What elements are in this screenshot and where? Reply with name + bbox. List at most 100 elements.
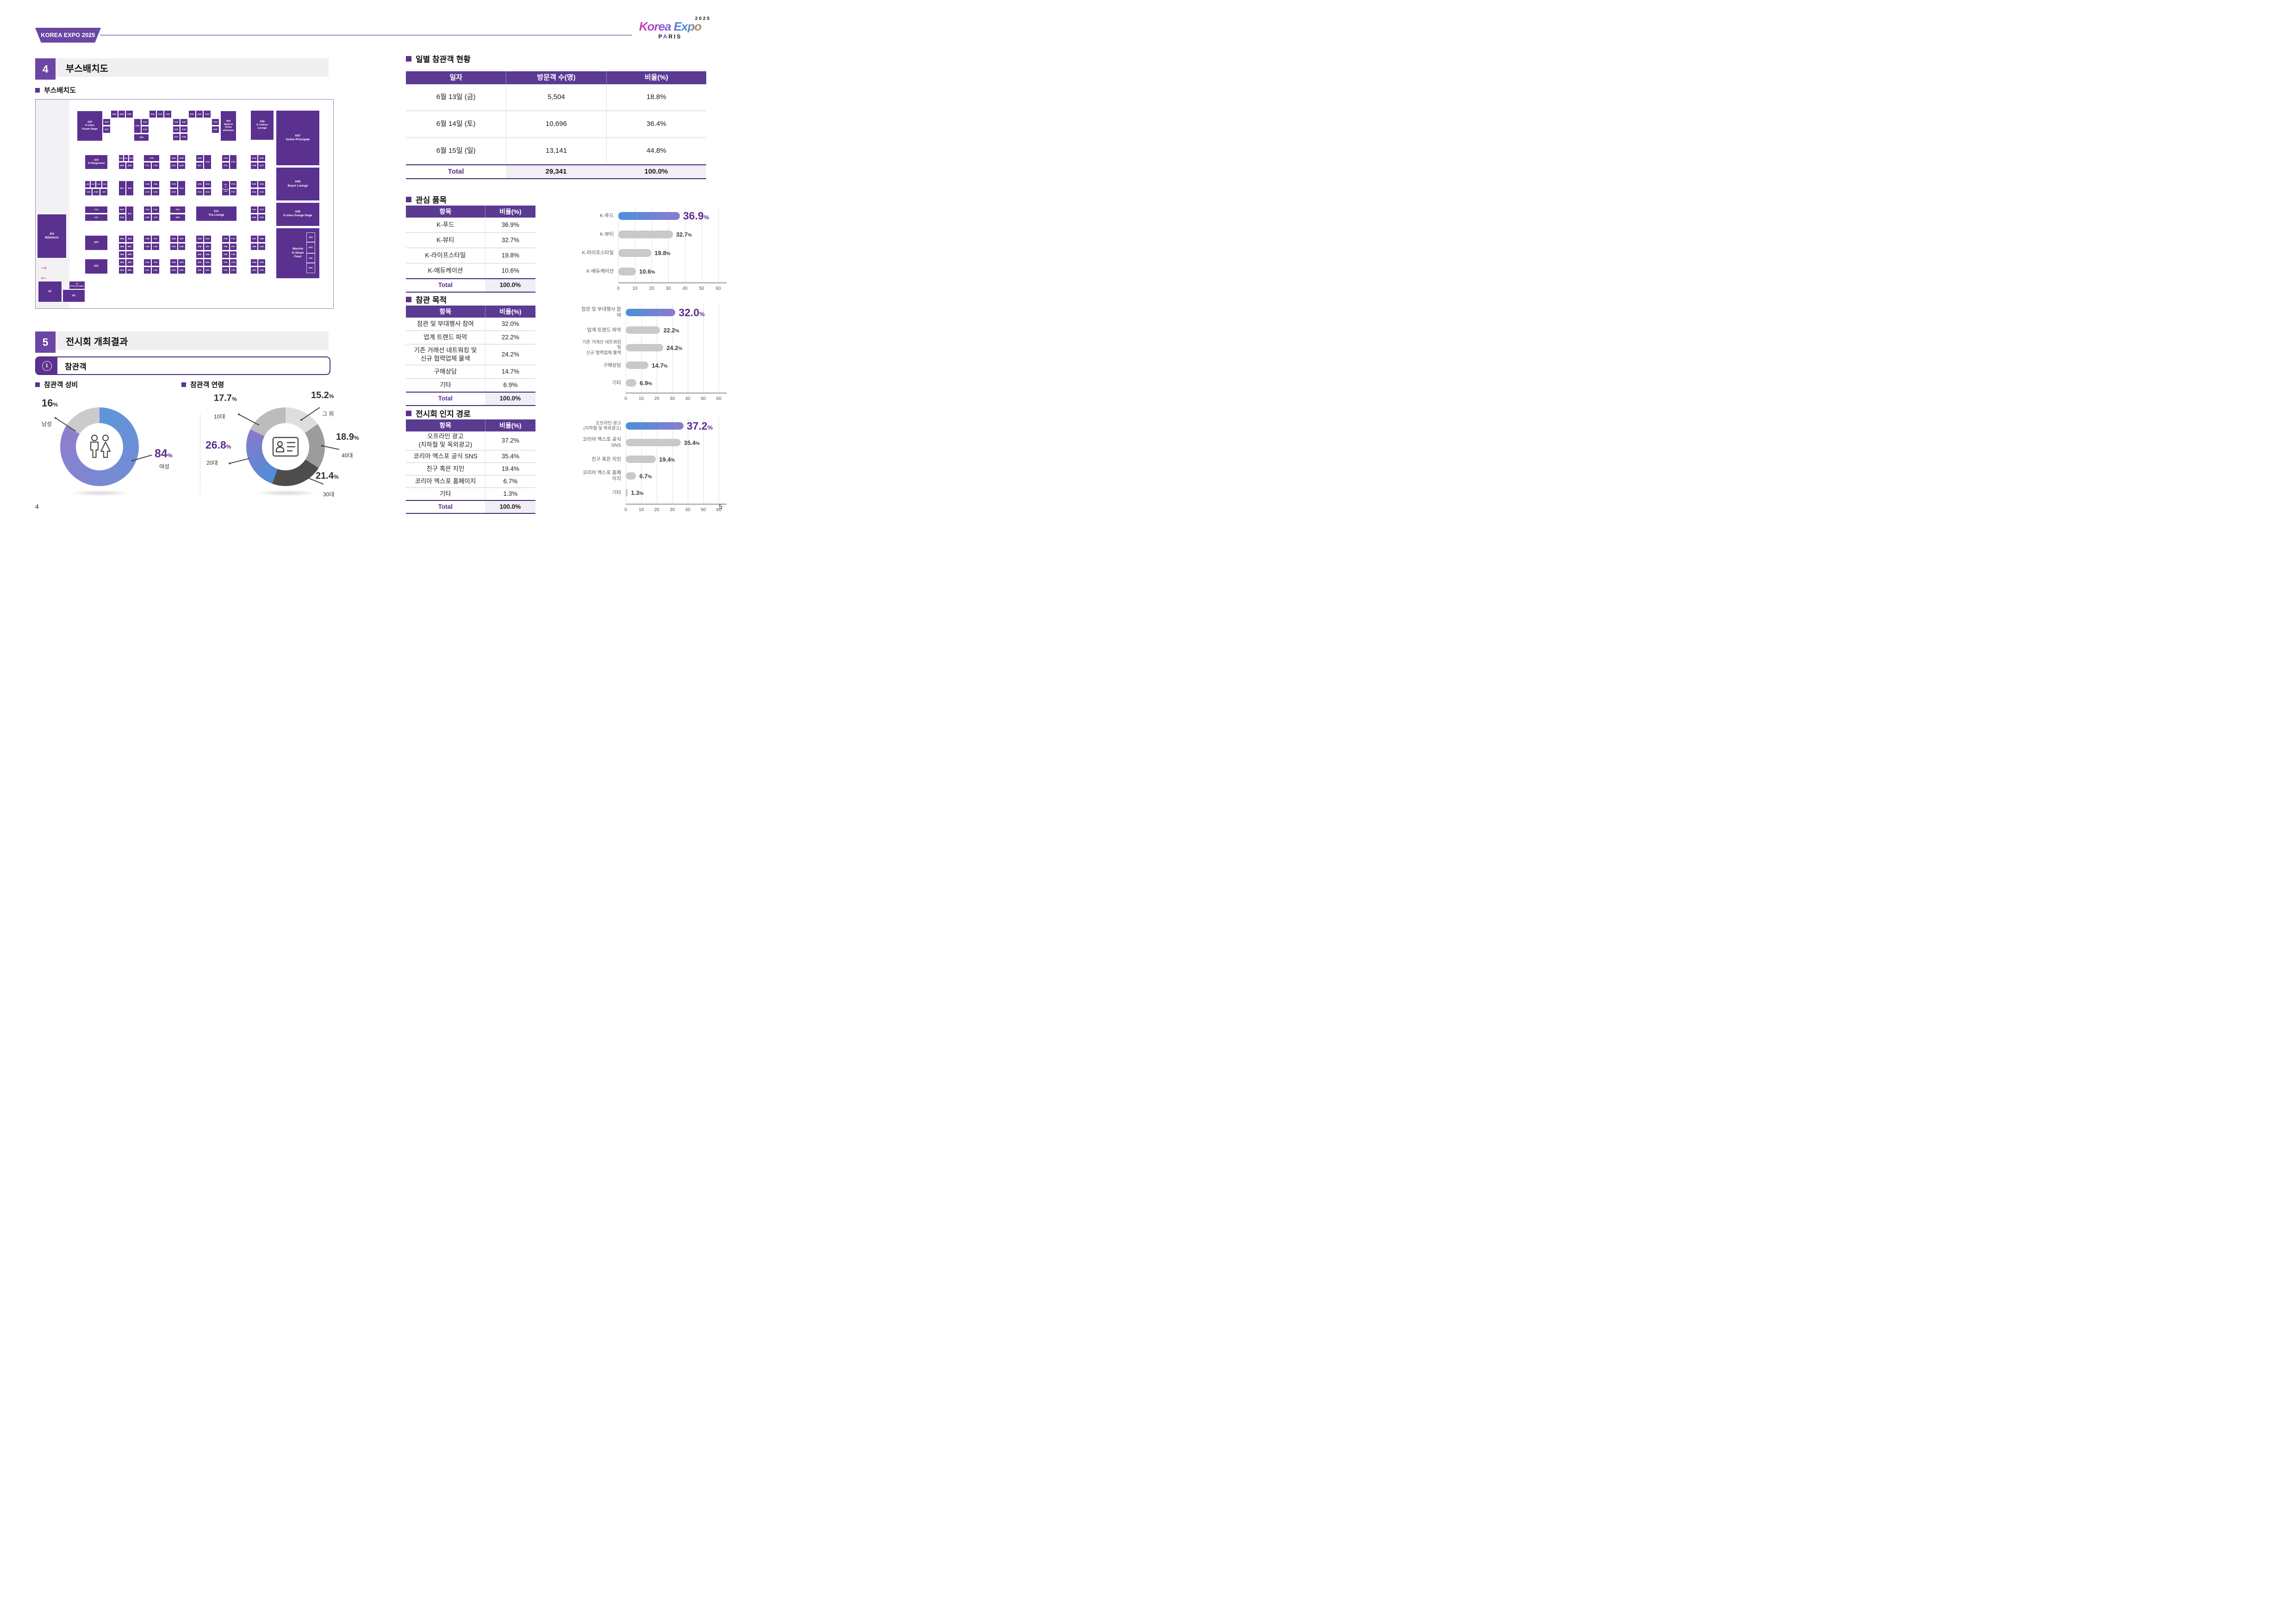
booth-b03: B03 <box>126 259 134 266</box>
awareness-bar-chart: 0 10 20 30 40 50 60 오프라인 광고 (지하철 및 옥외광고) 37.2% 코리… <box>579 418 727 516</box>
booth-d02: D02 <box>178 267 186 274</box>
age20-percent: 26.8% <box>205 439 231 451</box>
booth-g10: G10 <box>250 214 258 221</box>
booth-k04: K04 <box>118 110 125 118</box>
booth-k18: K18 <box>180 133 188 141</box>
age40-label: 40대 <box>342 452 353 459</box>
bar-value-label: 35.4% <box>684 439 700 446</box>
section5-banner: 5 전시회 개최결과 <box>35 331 329 353</box>
table-row: 6월 14일 (토) 10,696 36.4% <box>406 111 706 137</box>
bar-value-label: 6.9% <box>640 379 653 387</box>
booth-b12: B12 <box>118 214 126 221</box>
booth-e20: E20 <box>196 155 204 162</box>
booth-e17: E17 <box>196 162 204 169</box>
gridline <box>672 418 673 504</box>
booth-d17: D17 <box>170 162 178 169</box>
bar-category-label: 친구 혹은 지인 <box>591 456 621 462</box>
bar-value-label: 37.2% <box>686 419 713 432</box>
axis-tick-label: 10 <box>638 396 644 401</box>
booth-c04: C04 <box>143 259 151 266</box>
page-number-right: 5 <box>719 503 722 510</box>
table-header-row: 항목 비율(%) <box>406 206 535 218</box>
booth-h01: H01 <box>306 263 315 273</box>
purpose-bar-chart: 0 10 20 30 40 50 60 참관 및 부대행사 참여 32.0% 업계 트렌드 파악 2… <box>579 304 727 405</box>
booth-f13: F13 <box>230 181 237 188</box>
axis-tick-label: 10 <box>638 507 644 512</box>
booth-g03: G03 <box>258 259 266 266</box>
booth-k03: K03 <box>111 110 118 118</box>
bar <box>626 344 664 351</box>
bar-row: 기타 1.3% <box>579 484 727 501</box>
booth-a11: A11 <box>85 214 108 221</box>
booth-a23: A23 <box>102 181 108 188</box>
bar-category-label: K-뷰티 <box>600 231 614 237</box>
booth-c07: C07 <box>151 235 160 243</box>
booth-d08: D08 <box>170 235 178 243</box>
booth-f16: F16 <box>230 155 237 169</box>
booth-h03: H03 <box>306 242 315 253</box>
logo-city: PARIS <box>658 33 682 40</box>
booth-b15: B15 <box>126 181 134 196</box>
age20-label: 20대 <box>206 460 218 466</box>
interest-section-title: 관심 품목 <box>406 194 447 205</box>
korea-expo-logo: 2025 Korea Expo PARIS <box>628 17 712 40</box>
booth-c09: C09 <box>143 214 151 221</box>
booth-k22: K22 <box>196 110 203 118</box>
booth-h08: H08 K Culture Lounge <box>250 110 274 140</box>
booth-f11: F11 K Beauty Lab <box>222 181 230 196</box>
section5-title: 전시회 개최결과 <box>56 331 329 350</box>
bar-row: 기타 6.9% <box>579 374 727 392</box>
table-row: 참관 및 부대행사 참여 32.0% <box>406 318 535 331</box>
axis-tick-label: 50 <box>701 396 706 401</box>
booth-b11: B11 <box>126 206 134 221</box>
booth-a24: A24 K-Playground <box>85 155 108 169</box>
bullet-square-icon <box>406 296 411 302</box>
section4-title: 부스배치도 <box>56 58 329 77</box>
booth-g12: G12 <box>258 206 266 213</box>
axis-tick-label: 30 <box>666 286 671 291</box>
booth-f06: F06 <box>230 251 237 258</box>
bar-value-label: 6.7% <box>639 472 652 480</box>
bar-row: 오프라인 광고 (지하철 및 옥외광고) 37.2% <box>579 418 727 434</box>
booth-c03: C03 <box>151 259 160 266</box>
axis-tick-label: 40 <box>685 396 691 401</box>
axis-tick-label: 20 <box>654 396 660 401</box>
booth-k25: K25 <box>212 126 219 133</box>
booth-k01: K01 <box>103 126 111 133</box>
bullet-square-icon <box>406 196 411 202</box>
gridline <box>703 418 704 504</box>
booth-k15: K15 <box>173 119 180 125</box>
axis-tick-label: 60 <box>716 396 722 401</box>
section5-number: 5 <box>35 331 56 353</box>
booth-f03: F03 <box>230 259 237 266</box>
table-header-row: 항목 비율(%) <box>406 419 535 431</box>
booth-c01: C01 <box>143 267 151 274</box>
subsection-visitors: 1 참관객 <box>35 356 330 375</box>
axis-tick-label: 20 <box>649 286 654 291</box>
booth-e15: E15 <box>204 181 212 188</box>
page-number-left: 4 <box>35 503 39 510</box>
bar-row: 구매상담 14.7% <box>579 356 727 374</box>
axis-tick-label: 40 <box>682 286 688 291</box>
table-row: 구매상담 14.7% <box>406 365 535 378</box>
booth-c13: C13 <box>143 188 151 196</box>
x-axis-line <box>626 393 727 394</box>
x-axis-line <box>618 282 727 283</box>
table-row: K-에듀케이션 10.6% <box>406 263 535 278</box>
bar-row: K-에듀케이션 10.6% <box>579 262 727 281</box>
leader-line <box>229 458 249 464</box>
bar-category-label: 기타 <box>612 380 621 386</box>
bar-category-label: 코리아 엑스포 공식 SNS <box>582 437 621 448</box>
booth-c02: C02 <box>151 267 160 274</box>
booth-g13: G13 <box>258 188 266 196</box>
gender-donut-chart: 16% 남성 84% 여성 <box>41 390 193 503</box>
age10-percent: 17.7% <box>214 393 237 403</box>
booth-k23: K23 <box>203 110 211 118</box>
booth-e18: E18 <box>204 155 212 169</box>
booth-h04: H04 <box>306 232 315 242</box>
female-label: 여성 <box>159 463 170 470</box>
table-row: 코리아 엑스포 공식 SNS 35.4% <box>406 450 535 462</box>
male-percent: 16% <box>42 397 58 409</box>
booth-g06: G06 <box>258 243 266 250</box>
bar-row: 코리아 엑스포 공식 SNS 35.4% <box>579 434 727 451</box>
